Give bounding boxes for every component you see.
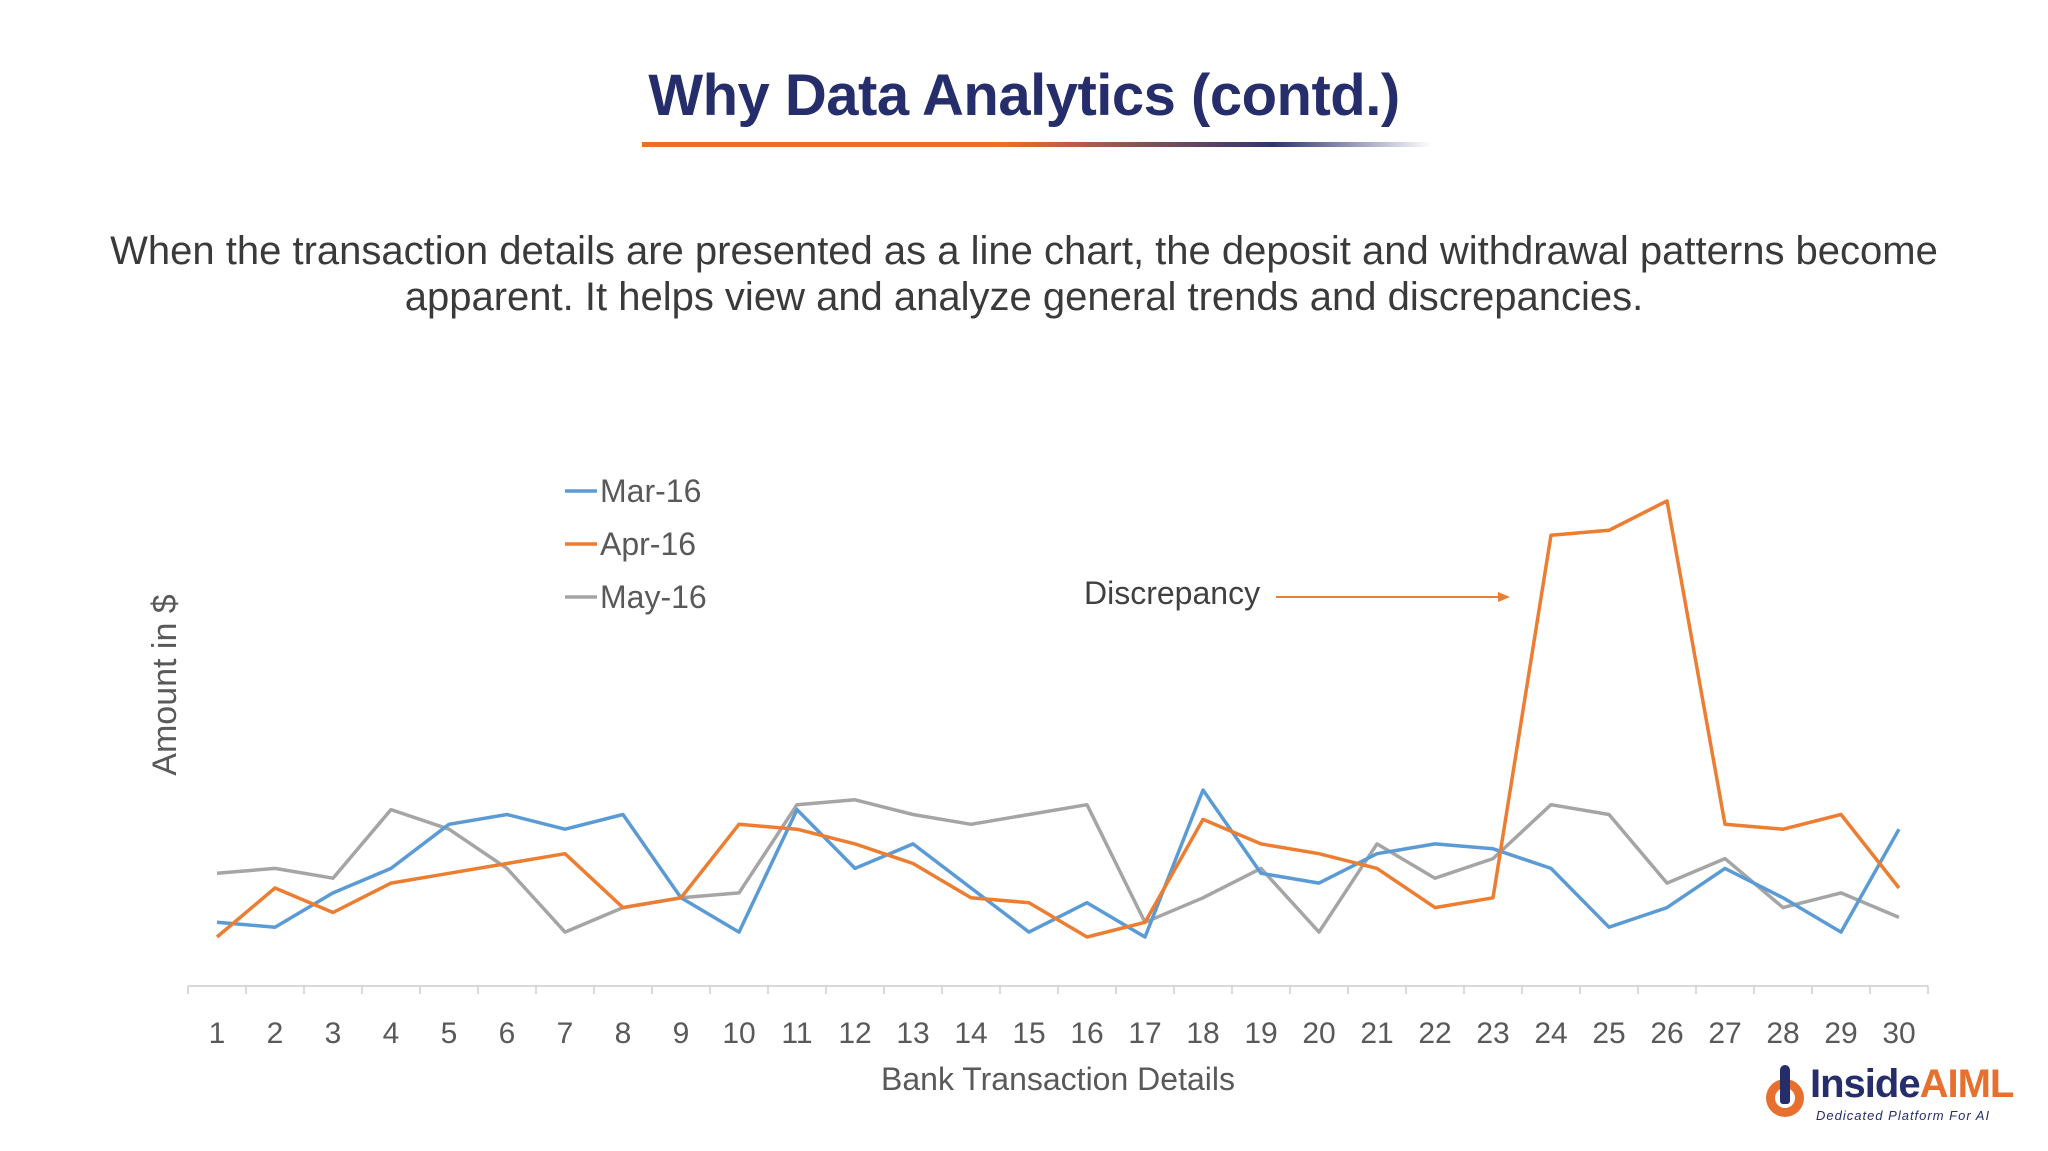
x-tick-label: 30 bbox=[1882, 1017, 1915, 1050]
x-tick-label: 11 bbox=[781, 1017, 812, 1050]
legend-label: May-16 bbox=[600, 579, 707, 615]
x-tick-label: 28 bbox=[1766, 1017, 1799, 1050]
discrepancy-annotation: Discrepancy bbox=[1084, 575, 1510, 611]
y-axis-label: Amount in $ bbox=[146, 594, 184, 776]
logo-wordmark: InsideAIML bbox=[1810, 1062, 2014, 1106]
x-tick-label: 16 bbox=[1070, 1017, 1103, 1050]
legend-label: Mar-16 bbox=[600, 473, 701, 509]
chart-series bbox=[215, 499, 1901, 939]
x-tick-label: 1 bbox=[209, 1017, 226, 1050]
logo-mark-icon bbox=[1766, 1065, 1804, 1117]
discrepancy-arrow-head bbox=[1498, 592, 1510, 602]
x-tick-label: 19 bbox=[1244, 1017, 1277, 1050]
title-underline bbox=[642, 142, 1432, 147]
x-tick-label: 5 bbox=[441, 1017, 458, 1050]
x-tick-label: 3 bbox=[325, 1017, 342, 1050]
x-tick-label: 26 bbox=[1650, 1017, 1683, 1050]
legend-label: Apr-16 bbox=[600, 526, 696, 562]
x-tick-label: 13 bbox=[896, 1017, 929, 1050]
x-tick-label: 27 bbox=[1708, 1017, 1741, 1050]
series-line-apr-16 bbox=[215, 499, 1901, 939]
x-tick-label: 17 bbox=[1128, 1017, 1161, 1050]
x-axis: 1 2 3 4 5 6 7 8 9 10 11 12 13 14 15 16 17 18 19 20 21 22 23 24 2… bbox=[187, 985, 1929, 1050]
chart-legend: Mar-16 Apr-16 May-16 bbox=[565, 473, 707, 615]
discrepancy-label: Discrepancy bbox=[1084, 575, 1260, 611]
x-tick-label: 23 bbox=[1476, 1017, 1509, 1050]
x-tick-label: 24 bbox=[1534, 1017, 1567, 1050]
x-tick-label: 12 bbox=[838, 1017, 871, 1050]
series-line-may-16 bbox=[216, 798, 1900, 934]
x-tick-label: 29 bbox=[1824, 1017, 1857, 1050]
x-axis-label: Bank Transaction Details bbox=[881, 1061, 1235, 1097]
x-tick-label: 25 bbox=[1592, 1017, 1625, 1050]
series-line-mar-16 bbox=[216, 788, 1901, 939]
x-tick-label: 2 bbox=[267, 1017, 284, 1050]
page-title: Why Data Analytics (contd.) bbox=[648, 63, 1400, 128]
x-tick-label: 9 bbox=[673, 1017, 690, 1050]
x-tick-label: 15 bbox=[1012, 1017, 1045, 1050]
x-tick-label: 6 bbox=[499, 1017, 516, 1050]
x-tick-label: 22 bbox=[1418, 1017, 1451, 1050]
x-tick-label: 18 bbox=[1186, 1017, 1219, 1050]
insideaiml-logo: InsideAIML Dedicated Platform For AI bbox=[1758, 1060, 2028, 1130]
x-tick-label: 7 bbox=[557, 1017, 574, 1050]
x-tick-label: 20 bbox=[1302, 1017, 1335, 1050]
x-tick-label: 14 bbox=[954, 1017, 987, 1050]
x-tick-label: 10 bbox=[722, 1017, 755, 1050]
x-tick-label: 8 bbox=[615, 1017, 632, 1050]
x-tick-label: 4 bbox=[383, 1017, 400, 1050]
logo-tagline: Dedicated Platform For AI bbox=[1816, 1108, 1991, 1123]
x-tick-label: 21 bbox=[1360, 1017, 1393, 1050]
slide-description: When the transaction details are present… bbox=[110, 229, 1938, 319]
